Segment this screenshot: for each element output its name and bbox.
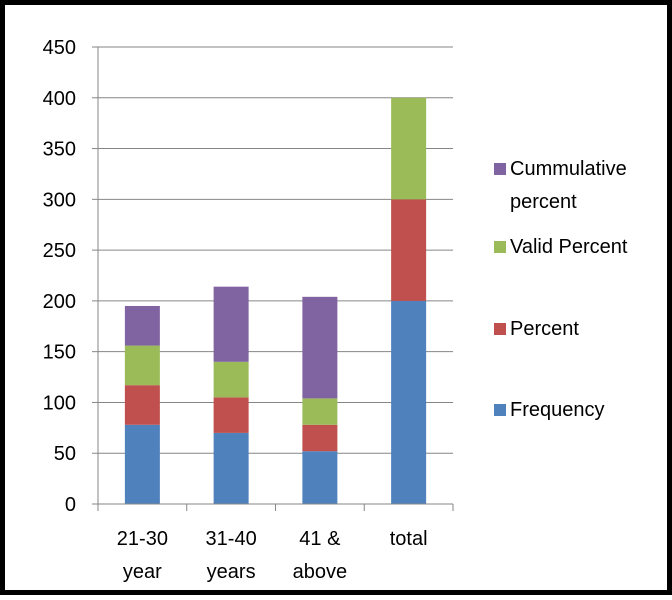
- x-tick-label-0-1: year: [123, 561, 162, 583]
- x-tick-label-0-0: 21-30: [117, 528, 168, 550]
- bar-frequency-2: [302, 451, 338, 504]
- stacked-bar-chart: 0 50 100 150 200 250 300 350 400 450 21-30 year 31-4…: [43, 37, 628, 583]
- bar-percent-1: [213, 397, 249, 433]
- legend-label-0-1: percent: [510, 191, 577, 213]
- axes: 0 50 100 150 200 250 300 350 400 450 21-30 year 31-4…: [43, 37, 454, 583]
- bar-cummulative-percent-2: [302, 296, 338, 399]
- legend-label-0-0: Cummulative: [510, 158, 627, 180]
- y-tick-label-50: 50: [54, 443, 76, 465]
- bar-valid-percent-0: [124, 345, 160, 386]
- bar-percent-0: [124, 385, 160, 425]
- bar-valid-percent-2: [302, 398, 338, 425]
- legend-swatch-2: [494, 323, 506, 335]
- bar-percent-3: [391, 199, 427, 301]
- x-tick-label-1-0: 31-40: [206, 528, 257, 550]
- y-tick-label-400: 400: [43, 88, 76, 110]
- bar-valid-percent-3: [391, 97, 427, 200]
- bar-cummulative-percent-0: [124, 305, 160, 346]
- legend: Cummulative percent Valid Percent Percent Fr…: [494, 158, 628, 421]
- x-tick-label-2-0: 41 &: [299, 528, 341, 550]
- legend-label-2-0: Percent: [510, 318, 579, 340]
- legend-label-3-0: Frequency: [510, 399, 605, 421]
- y-tick-label-450: 450: [43, 37, 76, 59]
- legend-label-1-0: Valid Percent: [510, 236, 628, 258]
- bar-cummulative-percent-1: [213, 286, 249, 362]
- y-tick-label-100: 100: [43, 392, 76, 414]
- y-tick-label-300: 300: [43, 189, 76, 211]
- y-tick-label-350: 350: [43, 139, 76, 161]
- legend-swatch-3: [494, 404, 506, 416]
- bar-frequency-1: [213, 432, 249, 504]
- legend-swatch-0: [494, 163, 506, 175]
- y-tick-label-0: 0: [65, 494, 76, 516]
- bar-percent-2: [302, 424, 338, 452]
- x-tick-label-2-1: above: [293, 561, 348, 583]
- legend-swatch-1: [494, 241, 506, 253]
- bar-frequency-3: [391, 300, 427, 504]
- bars: [124, 97, 427, 504]
- bar-frequency-0: [124, 424, 160, 504]
- x-tick-label-3-0: total: [390, 528, 428, 550]
- y-tick-label-250: 250: [43, 240, 76, 262]
- y-tick-label-200: 200: [43, 291, 76, 313]
- x-tick-label-1-1: years: [207, 561, 256, 583]
- y-tick-label-150: 150: [43, 342, 76, 364]
- bar-valid-percent-1: [213, 361, 249, 398]
